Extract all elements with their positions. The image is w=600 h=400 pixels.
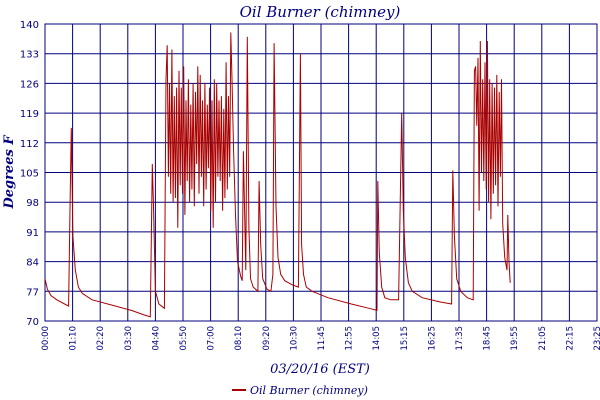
y-tick-label: 84 bbox=[26, 258, 39, 269]
y-tick-label: 91 bbox=[26, 228, 39, 239]
x-tick-label: 15:15 bbox=[400, 326, 410, 351]
x-axis-ticks: 00:00 01:10 02:20 03:30 04:40 05:50 07:00 08:10… bbox=[41, 326, 600, 351]
y-axis-ticks: 70 77 84 91 98 105 112 119 126 133 140 bbox=[20, 20, 39, 328]
x-axis-title: 03/20/16 (EST) bbox=[270, 362, 370, 377]
legend-label: Oil Burner (chimney) bbox=[250, 384, 368, 397]
x-tick-label: 12:55 bbox=[345, 326, 355, 351]
x-tick-label: 14:05 bbox=[372, 326, 382, 351]
x-tick-label: 08:10 bbox=[234, 326, 244, 351]
y-tick-label: 126 bbox=[20, 79, 39, 90]
grid-lines bbox=[44, 23, 598, 322]
plot-frame bbox=[44, 23, 598, 322]
x-tick-label: 23:25 bbox=[593, 326, 600, 351]
x-tick-label: 04:40 bbox=[151, 326, 161, 351]
x-tick-label: 17:35 bbox=[455, 326, 465, 351]
chart-title: Oil Burner (chimney) bbox=[240, 3, 401, 21]
x-tick-label: 01:10 bbox=[69, 326, 79, 351]
x-tick-label: 07:00 bbox=[207, 326, 217, 351]
y-tick-label: 133 bbox=[20, 50, 39, 61]
legend: Oil Burner (chimney) bbox=[232, 384, 368, 397]
y-tick-label: 98 bbox=[26, 198, 39, 209]
y-tick-label: 119 bbox=[20, 109, 39, 120]
x-tick-label: 21:05 bbox=[538, 326, 548, 351]
x-tick-label: 02:20 bbox=[96, 326, 106, 351]
x-tick-label: 18:45 bbox=[483, 326, 493, 351]
x-tick-label: 00:00 bbox=[41, 326, 51, 351]
y-tick-label: 70 bbox=[26, 317, 39, 328]
y-axis-title: Degrees F bbox=[2, 135, 17, 210]
x-tick-label: 19:55 bbox=[510, 326, 520, 351]
x-tick-label: 22:15 bbox=[565, 326, 575, 351]
x-tick-label: 16:25 bbox=[427, 326, 437, 351]
series-line-oil-burner bbox=[44, 32, 511, 318]
x-tick-label: 10:30 bbox=[289, 326, 299, 351]
x-tick-label: 05:50 bbox=[179, 326, 189, 351]
y-tick-label: 112 bbox=[20, 139, 39, 150]
y-tick-label: 105 bbox=[20, 169, 39, 180]
y-tick-label: 77 bbox=[26, 287, 39, 298]
x-tick-label: 11:45 bbox=[317, 326, 327, 351]
x-tick-label: 09:20 bbox=[262, 326, 272, 351]
y-tick-label: 140 bbox=[20, 20, 39, 31]
x-tick-label: 03:30 bbox=[124, 326, 134, 351]
